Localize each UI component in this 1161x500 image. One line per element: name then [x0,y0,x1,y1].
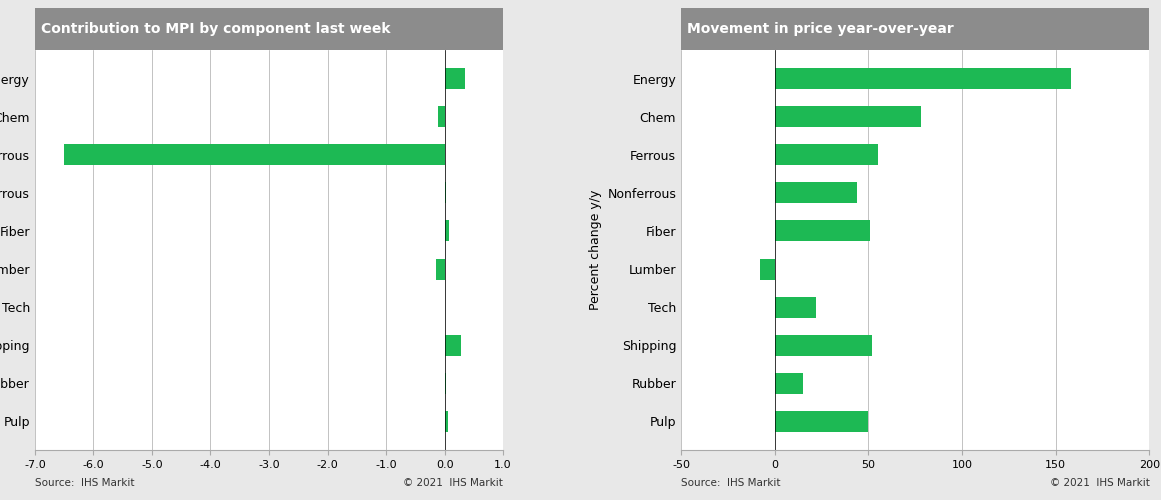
Bar [445,334,461,355]
Bar [445,68,466,89]
Bar [774,373,803,394]
Bar [774,220,871,242]
Text: Source:  IHS Markit: Source: IHS Markit [35,478,135,488]
Bar [438,106,445,127]
Bar [445,373,446,394]
Text: © 2021  IHS Markit: © 2021 IHS Markit [1050,478,1149,488]
Bar [445,220,448,242]
Bar [774,296,816,318]
Bar [774,182,857,204]
Y-axis label: Percent change y/y: Percent change y/y [589,190,601,310]
Bar [774,144,878,166]
Bar [774,411,868,432]
Bar [759,258,774,280]
Bar [774,106,921,127]
Bar [774,68,1070,89]
Bar [445,411,447,432]
Bar [774,334,872,355]
Bar [64,144,445,166]
Text: Movement in price year-over-year: Movement in price year-over-year [687,22,953,36]
Text: Source:  IHS Markit: Source: IHS Markit [682,478,780,488]
Bar [445,182,446,204]
Text: Contribution to MPI by component last week: Contribution to MPI by component last we… [41,22,390,36]
Text: © 2021  IHS Markit: © 2021 IHS Markit [403,478,503,488]
Bar [435,258,445,280]
